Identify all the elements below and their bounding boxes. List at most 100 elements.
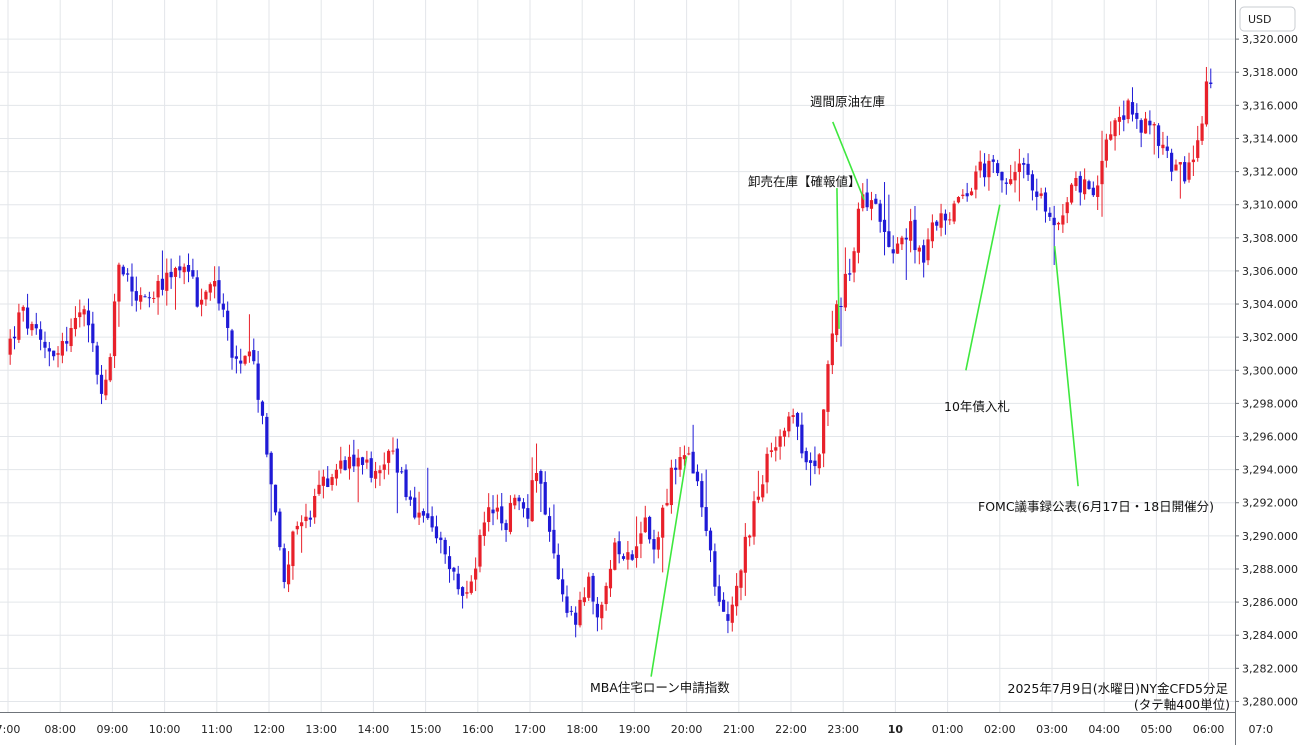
candlestick bbox=[260, 400, 265, 425]
candlestick bbox=[630, 550, 634, 561]
candle-body bbox=[1061, 215, 1065, 225]
candlestick bbox=[130, 263, 134, 307]
candle-body bbox=[365, 459, 369, 463]
candle-body bbox=[334, 469, 339, 479]
candle-body bbox=[565, 596, 569, 613]
candle-body bbox=[69, 327, 73, 347]
candlestick bbox=[582, 587, 586, 606]
x-tick-label: 07:0 bbox=[1248, 723, 1273, 736]
candle-body bbox=[78, 312, 82, 318]
candlestick bbox=[39, 321, 43, 351]
candlestick bbox=[500, 492, 504, 531]
candle-body bbox=[769, 450, 774, 452]
candlestick bbox=[95, 341, 99, 385]
candlestick bbox=[621, 553, 626, 561]
candle-body bbox=[395, 448, 399, 473]
candle-body bbox=[1030, 174, 1035, 191]
candlestick bbox=[313, 488, 317, 524]
candle-body bbox=[34, 324, 38, 329]
candlestick bbox=[517, 494, 521, 511]
candle-body bbox=[835, 304, 839, 336]
candle-body bbox=[304, 516, 308, 522]
candle-body bbox=[330, 477, 334, 486]
candlestick bbox=[243, 355, 247, 366]
candle-body bbox=[295, 525, 299, 530]
candlestick bbox=[1113, 118, 1117, 151]
candle-body bbox=[143, 296, 147, 298]
candlestick bbox=[769, 442, 774, 458]
candle-body bbox=[682, 455, 687, 460]
candle-body bbox=[482, 522, 486, 536]
candle-body bbox=[1074, 178, 1078, 187]
candlestick bbox=[1078, 171, 1082, 206]
candle-body bbox=[726, 614, 730, 621]
candle-body bbox=[517, 497, 521, 502]
currency-box[interactable] bbox=[1239, 6, 1296, 32]
candle-body bbox=[656, 537, 660, 550]
candlestick bbox=[1196, 125, 1200, 162]
candlestick bbox=[595, 597, 600, 632]
candlestick bbox=[469, 575, 473, 595]
x-tick-label: 19:00 bbox=[619, 723, 651, 736]
candle-body bbox=[852, 251, 856, 273]
candle-body bbox=[969, 191, 974, 196]
candlestick bbox=[534, 443, 539, 493]
candle-body bbox=[687, 453, 691, 455]
candle-body bbox=[1204, 81, 1209, 125]
x-tick-label: 7:00 bbox=[0, 723, 20, 736]
candlestick bbox=[34, 312, 38, 335]
candle-body bbox=[1052, 217, 1056, 226]
candlestick bbox=[1069, 182, 1074, 205]
candle-body bbox=[1117, 116, 1122, 122]
candlestick bbox=[726, 601, 730, 634]
candle-body bbox=[943, 213, 948, 221]
candle-body bbox=[1083, 179, 1087, 195]
candle-body bbox=[1165, 146, 1169, 151]
candle-body bbox=[1091, 187, 1095, 196]
candlestick bbox=[704, 469, 708, 537]
candle-body bbox=[73, 317, 78, 330]
candlestick bbox=[47, 341, 51, 367]
candle-body bbox=[226, 310, 230, 328]
candlestick bbox=[900, 235, 904, 251]
candle-body bbox=[1130, 102, 1135, 115]
candlestick bbox=[617, 531, 621, 564]
candle-body bbox=[991, 159, 995, 162]
annotation-line bbox=[650, 456, 688, 677]
candle-body bbox=[948, 219, 952, 221]
candle-body bbox=[439, 537, 443, 541]
candlestick bbox=[1035, 178, 1039, 211]
candlestick bbox=[1178, 161, 1182, 199]
candlestick bbox=[656, 531, 660, 559]
candle-body bbox=[213, 280, 217, 287]
candle-body bbox=[591, 575, 595, 602]
candlestick bbox=[543, 471, 547, 516]
candle-body bbox=[1039, 193, 1043, 196]
candlestick bbox=[961, 189, 965, 199]
candlestick bbox=[378, 465, 382, 486]
candlestick bbox=[830, 310, 834, 375]
candlestick bbox=[800, 412, 804, 459]
candlestick bbox=[282, 543, 286, 589]
candle-body bbox=[308, 517, 312, 520]
candle-body bbox=[1078, 175, 1082, 193]
candle-body bbox=[878, 203, 882, 222]
candlestick bbox=[913, 205, 917, 264]
candle-body bbox=[735, 585, 739, 607]
candle-body bbox=[904, 237, 908, 240]
candlestick bbox=[743, 523, 747, 596]
candle-body bbox=[1174, 164, 1178, 171]
candlestick bbox=[739, 569, 743, 601]
candlestick bbox=[1096, 175, 1100, 211]
x-tick-label: 12:00 bbox=[253, 723, 285, 736]
candle-body bbox=[978, 161, 982, 171]
candlestick bbox=[165, 258, 169, 306]
candlestick bbox=[43, 331, 47, 359]
candlestick bbox=[782, 427, 787, 447]
candlestick bbox=[434, 515, 439, 544]
annotation-fomc-minutes: FOMC議事録公表(6月17日・18日開催分) bbox=[978, 499, 1214, 514]
candlestick bbox=[843, 247, 847, 312]
candle-body bbox=[456, 573, 460, 590]
candlestick bbox=[186, 253, 191, 283]
candle-body bbox=[1161, 144, 1165, 149]
